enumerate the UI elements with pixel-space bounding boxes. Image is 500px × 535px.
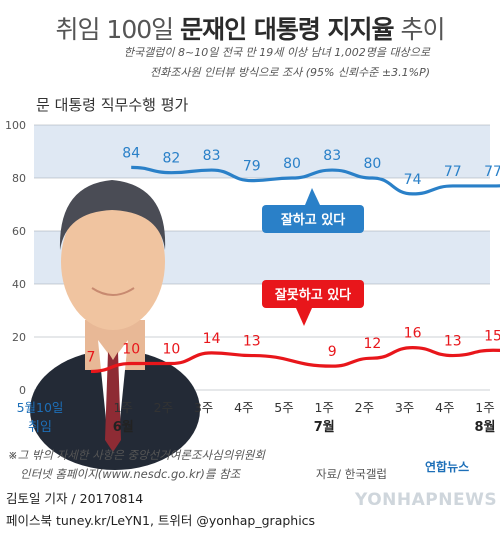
y-axis: 0 20 40 60 80 100 <box>5 119 26 397</box>
subtitle-line-1: 한국갤럽이 8~10일 전국 만 19세 이상 남녀 1,002명을 대상으로 <box>123 46 430 59</box>
series-callout-box <box>262 205 364 233</box>
data-label: 12 <box>363 336 381 352</box>
chart-band <box>34 125 490 178</box>
x-tick-label: 3주 <box>194 400 213 415</box>
series-callout-box <box>262 280 364 308</box>
footnote-line-1: ※그 밖의 자세한 사항은 중앙선거여론조사심의위원회 <box>8 448 266 462</box>
y-tick-label: 40 <box>12 278 26 291</box>
title-main: 문재인 대통령 지지율 <box>180 15 394 44</box>
x-tick-label: 5주 <box>274 400 293 415</box>
data-label: 77 <box>484 164 500 180</box>
y-tick-label: 20 <box>12 331 26 344</box>
chart-title: 문 대통령 직무수행 평가 <box>36 96 189 114</box>
data-label: 82 <box>162 151 180 167</box>
x-tick-label: 3주 <box>395 400 414 415</box>
social-credit: 페이스북 tuney.kr/LeYN1, 트위터 @yonhap_graphic… <box>6 513 316 528</box>
data-label: 16 <box>404 326 422 342</box>
y-tick-label: 80 <box>12 172 26 185</box>
data-label: 83 <box>203 148 221 164</box>
x-month-label: 8월 <box>474 419 495 435</box>
data-label: 84 <box>122 145 140 161</box>
title-suffix: 추이 <box>400 15 445 44</box>
x-tick-label: 1주 <box>314 400 333 415</box>
yonhap-logo: 연합뉴스 <box>425 460 470 474</box>
president-portrait-image <box>30 180 200 470</box>
data-label: 9 <box>328 344 337 360</box>
page-title: 취임 100일 문재인 대통령 지지율 추이 <box>0 10 500 46</box>
data-label: 80 <box>363 156 381 172</box>
y-tick-label: 100 <box>5 119 26 132</box>
title-prefix: 취임 100일 <box>55 15 174 44</box>
x-tick-label: 2주 <box>355 400 374 415</box>
author-credit: 김토일 기자 / 20170814 <box>6 491 144 506</box>
data-label: 80 <box>283 156 301 172</box>
series-line-1 <box>90 345 500 374</box>
x-tick-label: 5월10일 <box>17 400 64 415</box>
source-label: 자료/ 한국갤럽 <box>316 467 388 481</box>
data-label: 14 <box>203 331 221 347</box>
data-label: 13 <box>444 334 462 350</box>
chart-series: 8482837980838074777778%잘하고 있다71010141391… <box>87 145 500 374</box>
callout-pointer <box>305 188 320 205</box>
data-label: 79 <box>243 159 261 175</box>
series-name-label: 잘못하고 있다 <box>275 287 351 303</box>
x-tick-label: 4주 <box>234 400 253 415</box>
data-label: 74 <box>404 172 422 188</box>
subtitle-line-2: 전화조사원 인터뷰 방식으로 조사 (95% 신뢰수준 ±3.1%P) <box>150 66 430 79</box>
watermark: YONHAPNEWS <box>355 490 498 510</box>
data-label: 10 <box>122 342 140 358</box>
x-month-label: 6월 <box>113 419 134 435</box>
x-tick-label: 1주 <box>475 400 494 415</box>
x-tick-label: 1주 <box>113 400 132 415</box>
data-label: 15 <box>484 328 500 344</box>
x-tick-label: 4주 <box>435 400 454 415</box>
series-name-label: 잘하고 있다 <box>281 212 345 228</box>
x-month-label: 7월 <box>314 419 335 435</box>
y-tick-label: 60 <box>12 225 26 238</box>
data-label: 10 <box>162 342 180 358</box>
y-tick-label: 0 <box>19 384 26 397</box>
footnote-line-2: 인터넷 홈페이지(www.nesdc.go.kr)를 참조 <box>20 467 241 481</box>
data-label: 7 <box>87 349 96 365</box>
series-line-0 <box>131 165 500 196</box>
chart-bands <box>34 125 490 284</box>
x-axis: 5월10일1주2주3주4주5주1주2주3주4주1주2주취임6월7월8월 <box>17 400 496 435</box>
x-month-label: 취임 <box>28 420 52 435</box>
data-label: 13 <box>243 334 261 350</box>
callout-pointer <box>296 308 312 326</box>
data-label: 83 <box>323 148 341 164</box>
x-tick-label: 2주 <box>154 400 173 415</box>
data-label: 77 <box>444 164 462 180</box>
